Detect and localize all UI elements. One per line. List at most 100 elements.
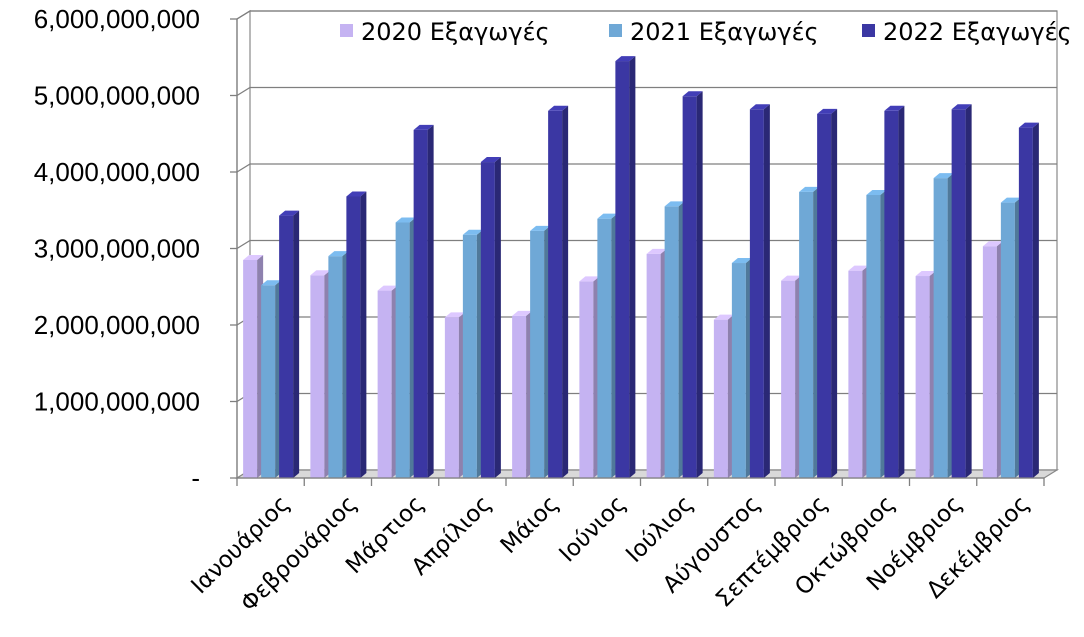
- y-axis: - 1,000,000,000 2,000,000,000 3,000,000,000…: [34, 4, 237, 493]
- bar-front: [750, 109, 764, 478]
- bar-front: [916, 276, 930, 478]
- legend-swatch: [340, 24, 353, 37]
- bar-side: [831, 109, 837, 478]
- bar-front: [261, 285, 275, 478]
- bar: [328, 251, 348, 478]
- y-tick-label: 4,000,000,000: [34, 157, 200, 187]
- x-tick-label: Φεβρουάριος: [236, 491, 362, 617]
- legend-label: 2020 Εξαγωγές: [361, 18, 550, 46]
- bar: [732, 258, 752, 478]
- bar-front: [848, 271, 862, 478]
- bar-front: [328, 256, 342, 478]
- bar-side: [629, 56, 635, 478]
- bar: [983, 241, 1003, 478]
- bar-side: [697, 91, 703, 478]
- bar-front: [615, 61, 629, 478]
- bar-front: [866, 195, 880, 478]
- bar: [615, 56, 635, 478]
- bar: [463, 230, 483, 478]
- bar-front: [817, 114, 831, 478]
- bar: [512, 311, 532, 478]
- bar: [884, 106, 904, 478]
- bar: [346, 191, 366, 478]
- bar: [866, 190, 886, 478]
- bar: [597, 214, 617, 478]
- bar-front: [512, 316, 526, 478]
- y-tick-label: 2,000,000,000: [34, 310, 200, 340]
- bar-side: [360, 191, 366, 478]
- bar-front: [579, 281, 593, 478]
- bar: [817, 109, 837, 478]
- legend-label: 2022 Εξαγωγές: [883, 18, 1072, 46]
- bar: [445, 312, 465, 478]
- bar-front: [548, 111, 562, 478]
- bar-side: [898, 106, 904, 478]
- bar: [952, 104, 972, 478]
- bar: [799, 187, 819, 478]
- x-tick-label: Ιούνιος: [554, 491, 631, 568]
- bar-front: [952, 109, 966, 478]
- bar-side: [562, 106, 568, 478]
- y-tick-label: 3,000,000,000: [34, 234, 200, 264]
- bar: [243, 255, 263, 478]
- y-tick-label: 5,000,000,000: [34, 81, 200, 111]
- bar: [548, 106, 568, 478]
- bar: [647, 249, 667, 478]
- bar-front: [310, 275, 324, 478]
- bar: [665, 201, 685, 478]
- bar: [1019, 123, 1039, 478]
- bar: [310, 270, 330, 478]
- bar: [579, 276, 599, 478]
- bar: [378, 286, 398, 478]
- legend-swatch: [609, 24, 622, 37]
- bar: [750, 104, 770, 478]
- bar-front: [983, 246, 997, 478]
- bar-front: [243, 260, 257, 478]
- y-tick-label: 1,000,000,000: [34, 387, 200, 417]
- bar: [530, 226, 550, 478]
- bar-front: [799, 192, 813, 478]
- bar-side: [293, 211, 299, 478]
- bar: [279, 211, 299, 478]
- bar-front: [396, 222, 410, 478]
- bar-front: [414, 130, 428, 478]
- legend-swatch: [862, 24, 875, 37]
- bar-front: [1019, 128, 1033, 478]
- bar: [414, 125, 434, 478]
- bar: [1001, 198, 1021, 478]
- y-tick-label: 6,000,000,000: [34, 4, 200, 34]
- bar: [396, 217, 416, 478]
- bar: [683, 91, 703, 478]
- bar: [714, 315, 734, 478]
- bar-front: [884, 111, 898, 478]
- bar-front: [1001, 203, 1015, 478]
- bar: [781, 276, 801, 478]
- bar-front: [714, 320, 728, 478]
- bar: [481, 157, 501, 478]
- bar-front: [463, 235, 477, 478]
- bar-front: [597, 219, 611, 478]
- bar: [261, 280, 281, 478]
- bar-front: [378, 291, 392, 478]
- bar: [916, 271, 936, 478]
- bar-side: [1033, 123, 1039, 478]
- legend-label: 2021 Εξαγωγές: [630, 18, 819, 46]
- bar-front: [279, 216, 293, 478]
- bar: [848, 266, 868, 478]
- bar-side: [428, 125, 434, 478]
- bar-front: [683, 96, 697, 478]
- bar-front: [481, 162, 495, 478]
- bar-side: [495, 157, 501, 478]
- bar-front: [665, 206, 679, 478]
- bar-front: [781, 281, 795, 478]
- legend: 2020 Εξαγωγές 2021 Εξαγωγές 2022 Εξαγωγές: [340, 18, 1072, 46]
- x-axis: ΙανουάριοςΦεβρουάριοςΜάρτιοςΑπρίλιος Μάιο…: [186, 478, 1044, 617]
- bar-side: [966, 104, 972, 478]
- bar-front: [445, 317, 459, 478]
- bar-front: [732, 263, 746, 478]
- bar-front: [346, 196, 360, 478]
- bar: [934, 173, 954, 478]
- bar-front: [934, 178, 948, 478]
- y-tick-label: -: [191, 463, 200, 493]
- bar-front: [530, 231, 544, 478]
